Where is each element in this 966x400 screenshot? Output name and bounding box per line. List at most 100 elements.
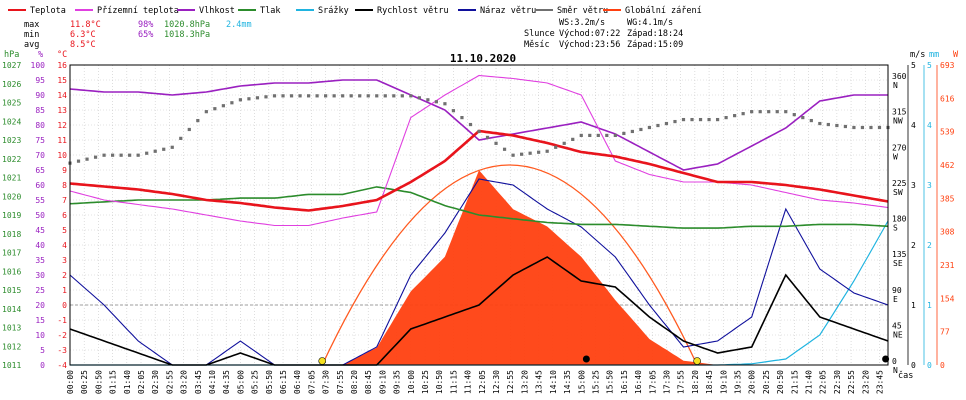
wind-direction-point (238, 98, 243, 102)
time-tick-label: 14:10 (549, 370, 558, 394)
time-tick-label: 02:05 (137, 370, 146, 394)
temp-tick: 12 (57, 121, 67, 130)
info-sun-set: Západ:18:24 (627, 29, 683, 39)
wind-direction-point (673, 119, 677, 124)
temp-tick: -4 (57, 361, 67, 370)
rad-tick: 616 (940, 94, 955, 103)
wind-direction-point (281, 94, 285, 98)
temp-tick: 11 (57, 136, 67, 145)
wind-direction-point (145, 151, 149, 155)
dir-name-tick: N (893, 81, 898, 90)
time-tick-label: 05:50 (265, 370, 274, 394)
hum-tick: 35 (35, 256, 45, 265)
wind-direction-point (264, 95, 268, 99)
press-tick: 1016 (2, 267, 21, 276)
time-tick-label: 14:35 (563, 370, 572, 394)
wind-direction-point (750, 110, 754, 114)
wind-tick: 4 (911, 121, 916, 130)
wind-direction-point (434, 100, 438, 104)
time-tick-label: 22:30 (833, 370, 842, 394)
wind-direction-point (85, 157, 89, 161)
wind-direction-point (119, 153, 123, 157)
wind-direction-point (792, 113, 796, 117)
wind-direction-point (664, 121, 669, 126)
hum-tick: 60 (35, 181, 45, 190)
temp-tick: 5 (62, 226, 67, 235)
dir-deg-tick: 225 (892, 179, 907, 188)
wind-direction-point (554, 145, 558, 149)
stats-avg-temp: 8.5°C (70, 40, 96, 50)
time-tick-label: 12:55 (506, 370, 515, 394)
moonrise-marker (882, 355, 890, 363)
wind-tick: 5 (911, 61, 916, 70)
stats-min-press: 1018.3hPa (164, 30, 210, 40)
wind-direction-point (613, 133, 617, 138)
legend-label: Tlak (260, 6, 280, 16)
time-tick-label: 07:30 (322, 370, 331, 394)
wind-direction-point (818, 121, 822, 126)
hum-tick: 0 (40, 361, 45, 370)
temp-tick: 4 (62, 241, 67, 250)
wind-tick: 2 (911, 241, 916, 250)
wind-unit: m/s (910, 50, 925, 60)
wind-direction-point (204, 110, 208, 114)
time-tick-label: 17:55 (677, 370, 686, 394)
press-tick: 1018 (2, 230, 21, 239)
theoretical-radiation-curve (321, 164, 698, 366)
wind-direction-point (170, 145, 174, 149)
hum-tick: 50 (35, 211, 45, 220)
stats-avg-label: avg (24, 40, 39, 50)
dir-deg-tick: 360 (892, 72, 907, 81)
wind-direction-point (852, 125, 856, 130)
wind-direction-point (571, 137, 575, 141)
hum-tick: 20 (35, 301, 45, 310)
wind-direction-point (324, 94, 328, 98)
time-tick-label: 22:05 (819, 370, 828, 394)
rain-tick: 3 (927, 181, 932, 190)
time-tick-label: 11:15 (449, 370, 458, 394)
time-tick-label: 03:20 (180, 370, 189, 394)
legend: Teplota Přízemní teplota Vlhkost Tlak Srážky… (8, 6, 702, 16)
wind-direction-point (528, 151, 532, 155)
time-tick-label: 17:05 (648, 370, 657, 394)
legend-label: Náraz větru (480, 6, 536, 16)
time-tick-label: 09:10 (378, 370, 387, 394)
dir-name-tick: E (893, 295, 898, 304)
dir-deg-tick: 270 (892, 143, 907, 152)
rad-tick: 693 (940, 61, 955, 70)
time-tick-label: 02:55 (165, 370, 174, 394)
stats-min-label: min (24, 30, 39, 40)
info-moon-label: Měsíc (524, 40, 550, 50)
time-tick-label: 18:20 (691, 370, 700, 394)
wind-direction-point (809, 118, 813, 123)
stats-block: max 11.8°C 98% 1020.8hPa 2.4mm min 6.3°C… (24, 20, 252, 50)
press-unit: hPa (4, 50, 19, 60)
ground-temperature-line (69, 74, 889, 227)
rain-unit: mm (929, 50, 939, 60)
wind-direction-point (537, 150, 541, 154)
wind-direction-point (869, 125, 873, 130)
wind-direction-point (162, 147, 166, 151)
wind-direction-point (451, 109, 456, 113)
wind-direction-point (843, 124, 847, 129)
temp-tick: 8 (62, 181, 67, 190)
dir-deg-tick: 90 (892, 286, 902, 295)
stats-max-temp: 11.8°C (70, 20, 101, 30)
hum-tick: 55 (35, 196, 45, 205)
temp-tick: 2 (62, 271, 67, 280)
legend-label: Vlhkost (199, 6, 235, 16)
time-tick-label: 12:30 (492, 370, 501, 394)
wind-direction-point (196, 118, 200, 123)
dir-deg-tick: 135 (892, 250, 907, 259)
wind-direction-point (366, 94, 370, 98)
wind-direction-point (860, 125, 865, 130)
temp-tick: -3 (57, 346, 67, 355)
temp-tick: 9 (62, 166, 67, 175)
time-tick-label: 15:00 (577, 370, 586, 394)
temp-tick: 6 (62, 211, 67, 220)
axes: 1011101210131014101510161017101810191020… (2, 61, 955, 375)
wind-direction-point (426, 98, 430, 102)
rad-tick: 0 (940, 361, 945, 370)
wind-direction-point (315, 94, 319, 98)
dir-name-tick: SE (893, 259, 903, 268)
